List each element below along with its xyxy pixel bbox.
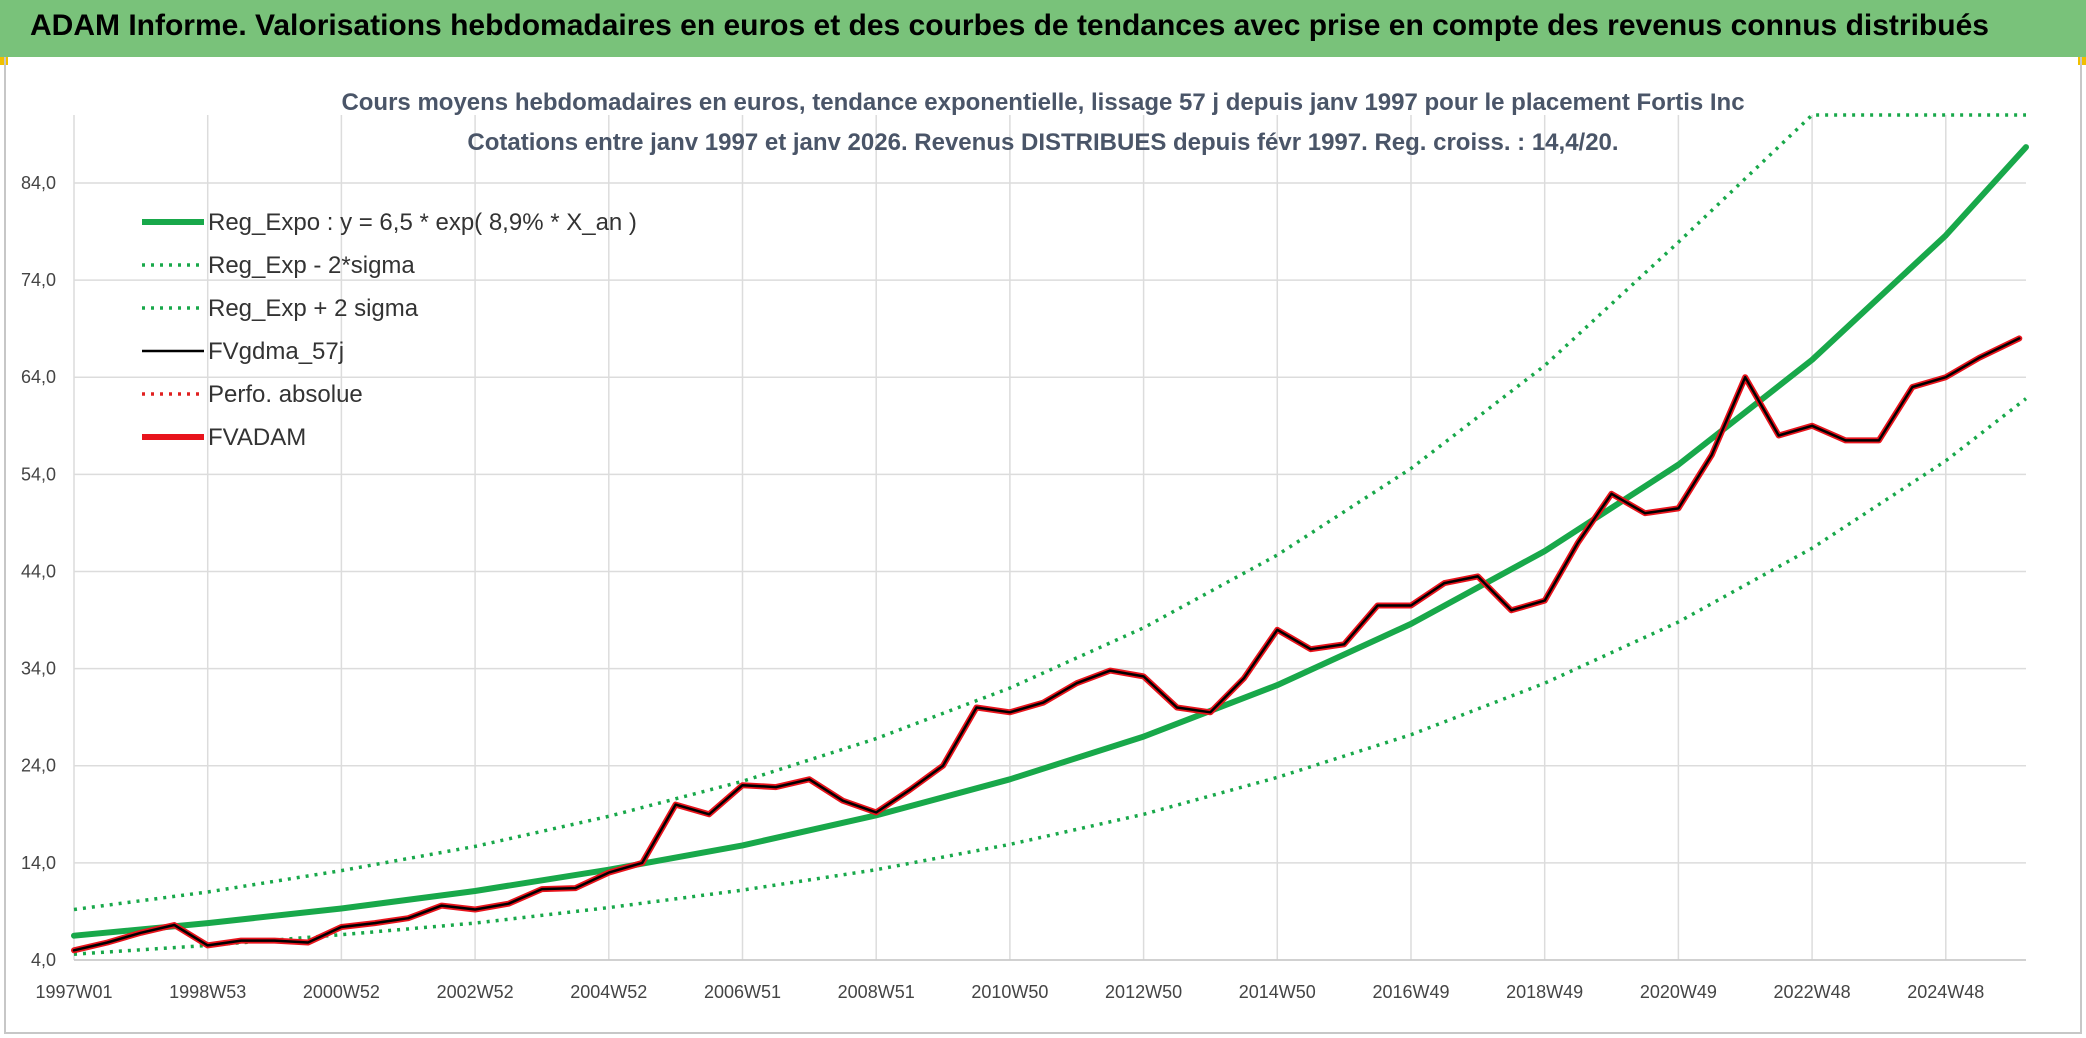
y-tick-label: 74,0: [21, 270, 56, 290]
x-tick-label: 2012W50: [1105, 982, 1182, 1002]
x-tick-label: 2002W52: [437, 982, 514, 1002]
grid: [73, 115, 2026, 961]
x-tick-label: 2010W50: [971, 982, 1048, 1002]
x-tick-label: 1997W01: [35, 982, 112, 1002]
y-tick-label: 14,0: [21, 853, 56, 873]
series-line-4: [73, 336, 2021, 953]
x-tick-label: 2014W50: [1239, 982, 1316, 1002]
y-tick-label: 34,0: [21, 659, 56, 679]
chart-title: Cours moyens hebdomadaires en euros, ten…: [341, 89, 1744, 116]
x-tick-label: 2000W52: [303, 982, 380, 1002]
x-tick-label: 2008W51: [838, 982, 915, 1002]
x-tick-label: 2016W49: [1372, 982, 1449, 1002]
y-tick-label: 54,0: [21, 464, 56, 484]
legend-label: FVADAM: [208, 424, 306, 451]
legend-label: Perfo. absolue: [208, 381, 363, 408]
x-axis: 1997W01 1998W53 2000W52 2002W52 2004W52 2006W…: [35, 982, 1984, 1002]
y-tick-label: 64,0: [21, 367, 56, 387]
x-tick-label: 2006W51: [704, 982, 781, 1002]
series-line-5: [71, 335, 2023, 954]
series-line-0: [71, 144, 2029, 939]
header-banner: ADAM Informe. Valorisations hebdomadaire…: [0, 0, 2086, 57]
legend-label: Reg_Expo : y = 6,5 * exp( 8,9% * X_an ): [208, 209, 637, 236]
x-tick-label: 2020W49: [1640, 982, 1717, 1002]
legend-label: FVgdma_57j: [208, 338, 344, 365]
y-axis: 4,0 14,0 24,0 34,0 44,0 54,0 64,0 74,0 84,0: [21, 173, 56, 970]
legend-label: Reg_Exp - 2*sigma: [208, 252, 415, 279]
x-tick-label: 2004W52: [570, 982, 647, 1002]
y-tick-label: 84,0: [21, 173, 56, 193]
chart-subtitle: Cotations entre janv 1997 et janv 2026. …: [467, 129, 1618, 156]
y-tick-label: 44,0: [21, 561, 56, 581]
banner-title: ADAM Informe. Valorisations hebdomadaire…: [30, 9, 1989, 42]
x-tick-label: 2022W48: [1774, 982, 1851, 1002]
chart-frame: [4, 57, 2082, 1034]
series-layer: [71, 113, 2029, 956]
legend: Reg_Expo : y = 6,5 * exp( 8,9% * X_an ) R…: [142, 209, 637, 451]
corner-mark-right: [2078, 57, 2086, 65]
series-line-1: [73, 397, 2028, 956]
x-tick-label: 1998W53: [169, 982, 246, 1002]
y-tick-label: 4,0: [31, 950, 56, 970]
x-tick-label: 2018W49: [1506, 982, 1583, 1002]
x-tick-label: 2024W48: [1907, 982, 1984, 1002]
y-tick-label: 24,0: [21, 756, 56, 776]
legend-label: Reg_Exp + 2 sigma: [208, 295, 419, 322]
series-line-2: [73, 113, 2026, 912]
series-line-3: [72, 337, 2021, 952]
